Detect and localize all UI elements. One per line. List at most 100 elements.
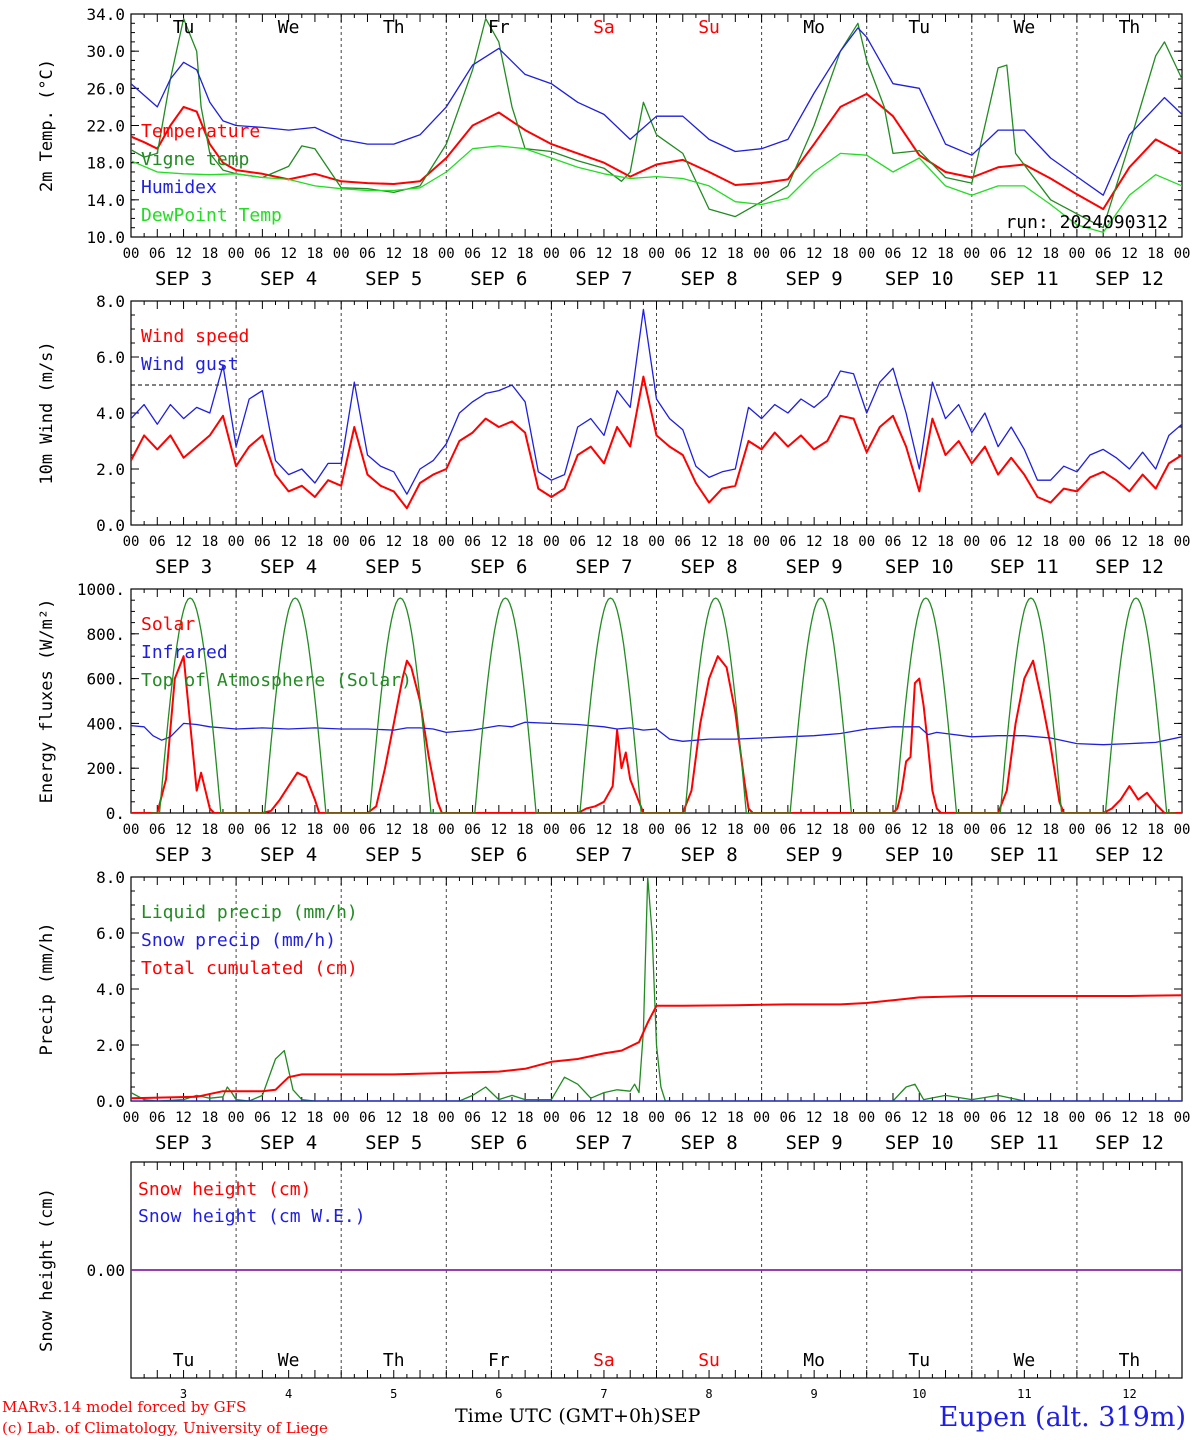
hour-tick-label: 00 <box>438 822 455 838</box>
series-line-temperature <box>131 92 1182 211</box>
y-tick-label: 1000. <box>77 580 125 599</box>
date-label: SEP 9 <box>786 1132 843 1154</box>
date-label: SEP 11 <box>990 268 1059 290</box>
hour-tick-label: 06 <box>359 822 376 838</box>
run-annotation: run: 2024090312 <box>1005 212 1168 233</box>
y-tick-label: 6.0 <box>96 924 125 943</box>
hour-tick-label: 06 <box>779 1110 796 1126</box>
day-number-label: 11 <box>1017 1387 1031 1401</box>
date-label: SEP 10 <box>885 268 954 290</box>
hour-tick-label: 18 <box>937 822 954 838</box>
hour-tick-label: 06 <box>990 246 1007 262</box>
y-tick-label: 0.0 <box>96 516 125 535</box>
date-label: SEP 6 <box>470 556 527 578</box>
hour-tick-label: 06 <box>464 822 481 838</box>
date-label: SEP 4 <box>260 1132 317 1154</box>
series-line-wind-gust <box>131 308 1182 495</box>
hour-tick-label: 18 <box>832 822 849 838</box>
hour-tick-label: 18 <box>201 246 218 262</box>
hour-tick-label: 18 <box>727 534 744 550</box>
dow-label: Mo <box>803 17 825 38</box>
date-label: SEP 11 <box>990 556 1059 578</box>
hour-tick-label: 12 <box>490 246 507 262</box>
hour-tick-label: 06 <box>1095 246 1112 262</box>
hour-tick-label: 12 <box>1016 1110 1033 1126</box>
y-tick-label: 800. <box>86 625 125 644</box>
day-number-label: 6 <box>495 1387 502 1401</box>
hour-tick-label: 12 <box>596 1110 613 1126</box>
panel-energy: 0. 200. 400. 600. 800. 1000. Energy fluxes (W/… <box>37 580 1191 866</box>
dow-label: Tu <box>173 1350 195 1371</box>
hour-tick-label: 00 <box>228 246 245 262</box>
date-label: SEP 8 <box>680 1132 737 1154</box>
hour-tick-label: 12 <box>1121 534 1138 550</box>
dow-label: Th <box>383 17 405 38</box>
hour-tick-label: 06 <box>674 1110 691 1126</box>
date-label: SEP 7 <box>575 844 632 866</box>
hour-tick-label: 00 <box>963 822 980 838</box>
y-axis-title: 10m Wind (m/s) <box>37 341 57 484</box>
hour-tick-label: 00 <box>333 534 350 550</box>
hour-tick-label: 12 <box>1121 246 1138 262</box>
date-label: SEP 5 <box>365 1132 422 1154</box>
hour-tick-label: 06 <box>1095 1110 1112 1126</box>
hour-tick-label: 00 <box>753 1110 770 1126</box>
hour-tick-label: 00 <box>1174 822 1191 838</box>
hour-tick-label: 00 <box>333 1110 350 1126</box>
hour-tick-label: 06 <box>359 246 376 262</box>
date-label: SEP 5 <box>365 556 422 578</box>
hour-tick-label: 12 <box>701 822 718 838</box>
date-label: SEP 3 <box>155 844 212 866</box>
hour-tick-label: 18 <box>201 1110 218 1126</box>
hour-tick-label: 18 <box>201 534 218 550</box>
station-name: Eupen (alt. 319m) <box>938 1402 1186 1433</box>
panel-wind: 0.0 2.0 4.0 6.0 8.0 10m Wind (m/s) Wind speed W… <box>37 292 1190 578</box>
hour-tick-label: 06 <box>674 246 691 262</box>
hour-tick-label: 06 <box>990 822 1007 838</box>
hour-tick-label: 00 <box>858 822 875 838</box>
hour-tick-label: 12 <box>911 534 928 550</box>
hour-tick-label: 06 <box>885 534 902 550</box>
date-label: SEP 10 <box>885 844 954 866</box>
hour-tick-label: 18 <box>517 1110 534 1126</box>
hour-tick-label: 12 <box>490 1110 507 1126</box>
legend-entry: DewPoint Temp <box>141 205 282 226</box>
hour-tick-label: 00 <box>1068 1110 1085 1126</box>
hour-tick-label: 18 <box>306 1110 323 1126</box>
hour-tick-label: 18 <box>412 534 429 550</box>
hour-tick-label: 00 <box>438 534 455 550</box>
hour-tick-label: 00 <box>963 1110 980 1126</box>
hour-tick-label: 18 <box>832 534 849 550</box>
date-label: SEP 12 <box>1095 1132 1164 1154</box>
hour-tick-label: 00 <box>648 822 665 838</box>
hour-tick-label: 06 <box>569 1110 586 1126</box>
y-tick-label: 400. <box>86 714 125 733</box>
series-line-wind-speed <box>131 375 1182 510</box>
hour-tick-label: 06 <box>254 246 271 262</box>
legend-entry: Humidex <box>141 177 217 198</box>
hour-tick-label: 06 <box>674 822 691 838</box>
dow-label: We <box>1014 1350 1036 1371</box>
legend-entry: Top of Atmosphere (Solar) <box>141 670 412 691</box>
hour-tick-label: 12 <box>806 822 823 838</box>
series-line-infrared <box>131 721 1182 746</box>
hour-tick-label: 18 <box>306 534 323 550</box>
hour-tick-label: 00 <box>123 1110 140 1126</box>
hour-tick-label: 18 <box>1147 1110 1164 1126</box>
hour-tick-label: 00 <box>333 822 350 838</box>
series-line-vigne-temp <box>131 17 1182 229</box>
date-label: SEP 3 <box>155 268 212 290</box>
date-label: SEP 11 <box>990 844 1059 866</box>
hour-tick-label: 12 <box>175 534 192 550</box>
hour-tick-label: 06 <box>779 534 796 550</box>
date-label: SEP 5 <box>365 268 422 290</box>
hour-tick-label: 12 <box>1016 246 1033 262</box>
dow-label: Sa <box>593 17 615 38</box>
day-number-label: 12 <box>1122 1387 1136 1401</box>
legend-entry: Wind speed <box>141 326 249 347</box>
hour-tick-label: 00 <box>963 534 980 550</box>
hour-tick-label: 00 <box>228 822 245 838</box>
day-number-label: 7 <box>600 1387 607 1401</box>
hour-tick-label: 06 <box>569 246 586 262</box>
dow-label: Tu <box>908 17 930 38</box>
